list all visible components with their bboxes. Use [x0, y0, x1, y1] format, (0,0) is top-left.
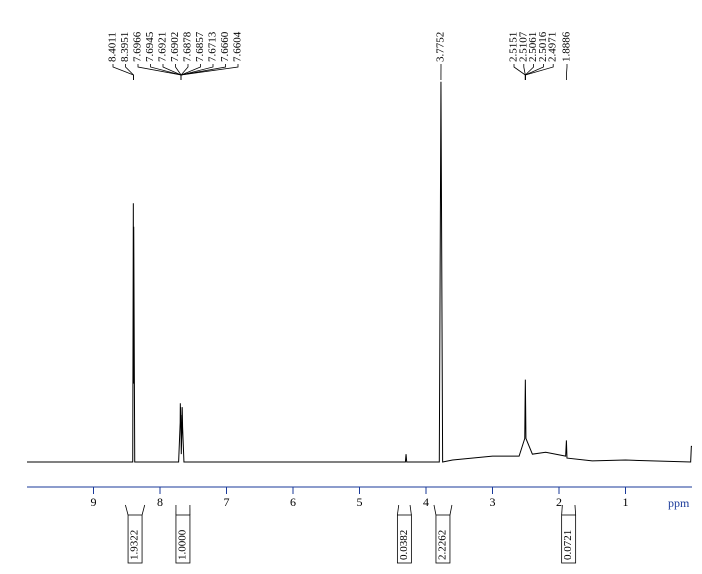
x-tick-label: 7 — [224, 495, 230, 509]
peak-label: 2.5061 — [527, 32, 539, 62]
integral-box — [175, 514, 191, 564]
integral-edge — [141, 504, 146, 516]
peak-label: 2.5107 — [517, 31, 529, 62]
x-tick-label: 8 — [157, 495, 163, 509]
x-tick-label: 6 — [290, 495, 296, 509]
peak-label: 7.6902 — [169, 32, 181, 62]
integral-value: 0.0382 — [398, 530, 410, 560]
integral-box — [396, 514, 412, 564]
integral-edge — [433, 504, 437, 516]
integral-value: 0.0721 — [562, 530, 574, 560]
integral-edge — [396, 504, 400, 516]
x-axis-label: ppm — [668, 496, 690, 510]
peak-label: 7.6713 — [207, 31, 219, 62]
peak-label: 7.6857 — [194, 31, 206, 62]
integral-value: 2.2262 — [436, 530, 448, 560]
peak-label: 8.3951 — [119, 32, 131, 62]
integral-edge — [574, 504, 577, 516]
peak-label: 2.4971 — [547, 32, 559, 62]
x-tick-label: 5 — [357, 495, 363, 509]
integral-edge — [125, 504, 129, 516]
x-tick-label: 9 — [91, 495, 97, 509]
peak-leader — [566, 64, 568, 80]
peak-label: 3.7752 — [435, 32, 447, 62]
peak-leader — [175, 64, 182, 80]
peak-label: 1.8886 — [561, 31, 573, 62]
x-tick-label: 3 — [490, 495, 496, 509]
integral-value: 1.0000 — [176, 529, 188, 560]
peak-leader — [180, 64, 189, 80]
peak-label: 8.4011 — [107, 32, 119, 62]
spectrum-line — [27, 81, 692, 463]
peak-label: 7.6604 — [232, 31, 244, 62]
peak-label: 7.6921 — [157, 32, 169, 62]
x-tick-label: 2 — [556, 495, 562, 509]
peak-label: 7.6660 — [219, 31, 231, 62]
integral-box — [561, 514, 577, 564]
peak-label: 7.6878 — [182, 31, 194, 62]
peak-leader — [180, 64, 239, 80]
integral-box — [127, 514, 143, 564]
integral-edge — [449, 504, 453, 516]
peak-label: 7.6945 — [144, 31, 156, 62]
x-tick-label: 1 — [623, 495, 629, 509]
peak-label: 7.6966 — [132, 31, 144, 62]
peak-label: 2.5151 — [508, 32, 520, 62]
peak-leader — [524, 64, 554, 80]
integral-value: 1.9322 — [129, 530, 141, 560]
integral-edge — [409, 504, 412, 516]
peak-label: 2.5016 — [537, 31, 549, 62]
x-tick-label: 4 — [423, 495, 429, 509]
integral-box — [435, 514, 451, 564]
integral-edge — [561, 504, 563, 516]
peak-leader — [125, 64, 134, 80]
